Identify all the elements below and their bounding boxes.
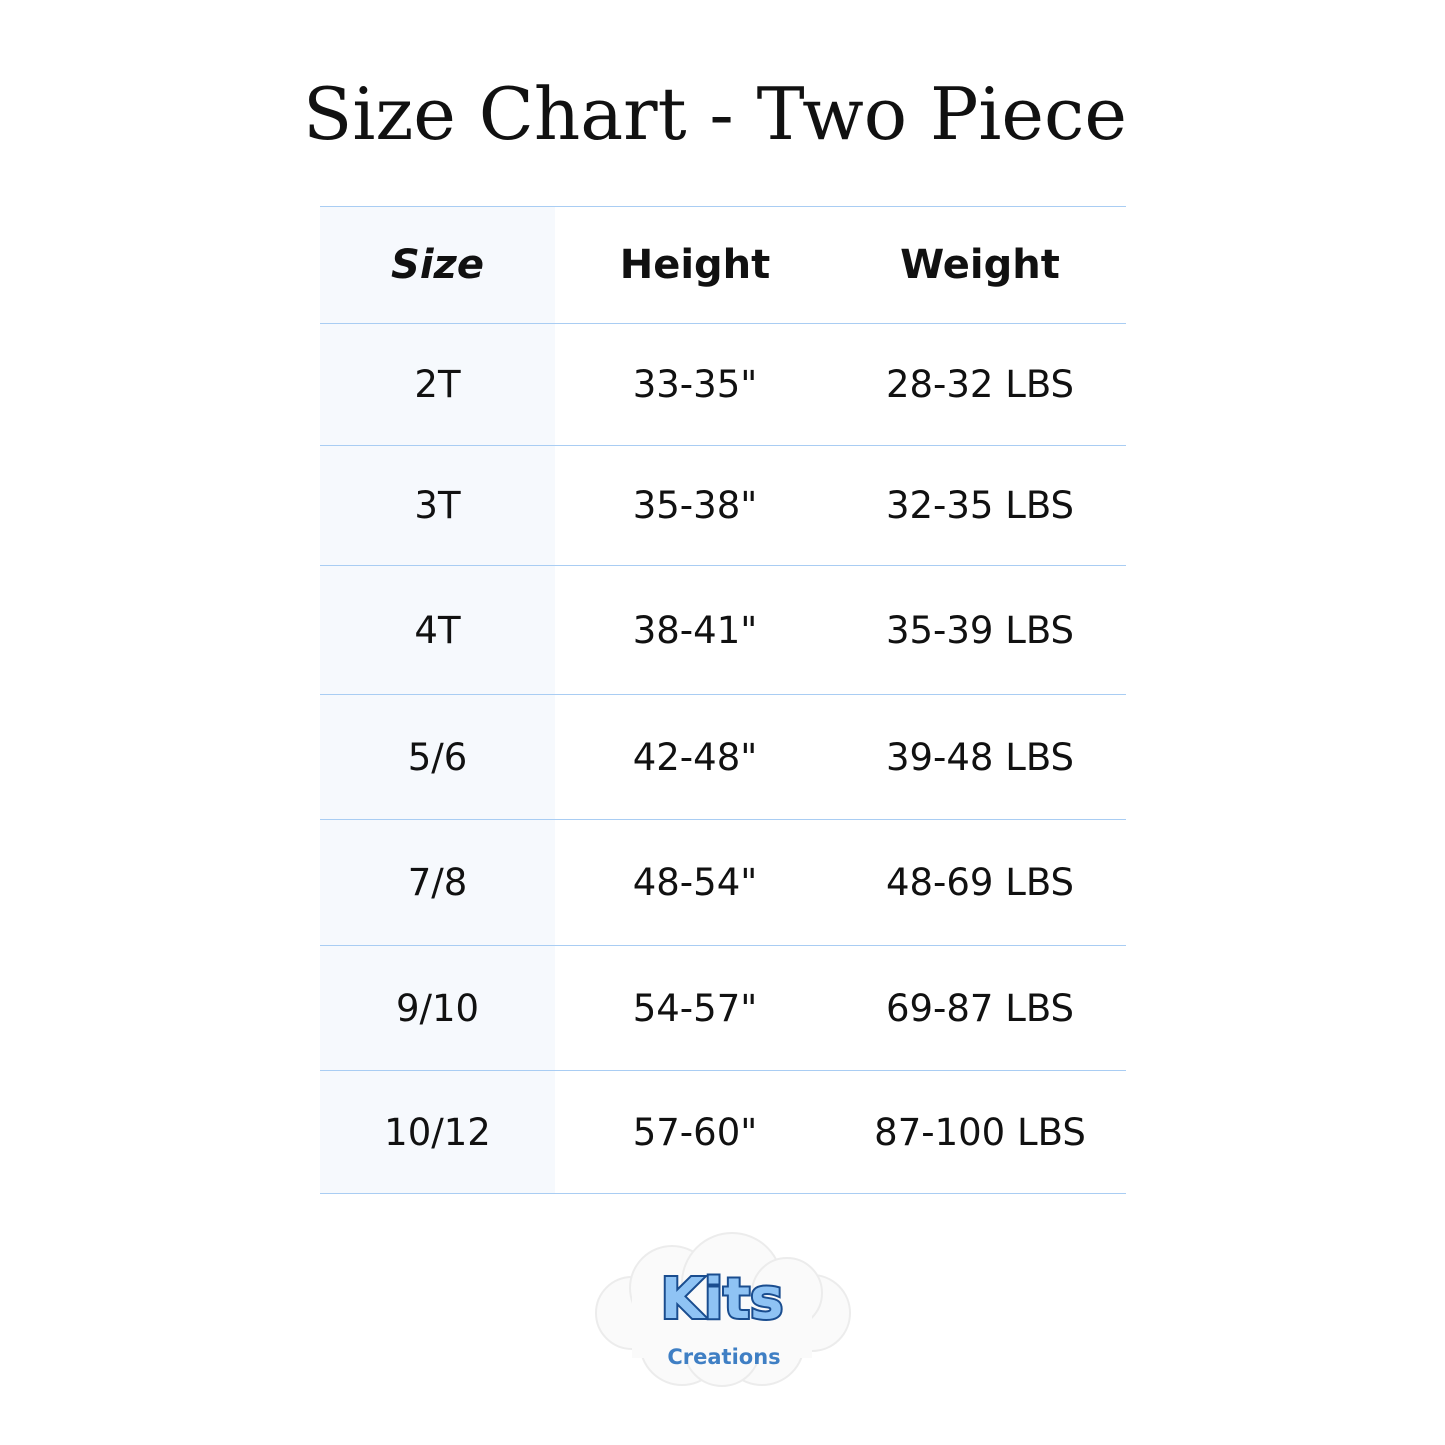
cell-height: 35-38": [632, 484, 758, 527]
table-row: 9/10 54-57" 69-87 LBS: [320, 945, 1126, 1070]
cell-size: 4T: [320, 566, 555, 694]
table-row: 5/6 42-48" 39-48 LBS: [320, 694, 1126, 819]
page-title: Size Chart - Two Piece: [303, 72, 1127, 156]
cell-weight: 69-87 LBS: [885, 986, 1075, 1030]
cell-size: 5/6: [320, 695, 555, 819]
cell-height: 54-57": [632, 986, 758, 1030]
table-row: 7/8 48-54" 48-69 LBS: [320, 819, 1126, 945]
header-height: Height: [619, 242, 771, 288]
table-row: 10/12 57-60" 87-100 LBS: [320, 1070, 1126, 1194]
cell-height: 33-35": [632, 363, 758, 406]
cell-weight: 28-32 LBS: [885, 363, 1075, 406]
cell-size: 3T: [320, 446, 555, 565]
logo-text-creations: Creations: [667, 1345, 780, 1369]
cell-size: 9/10: [320, 946, 555, 1070]
cell-weight: 39-48 LBS: [885, 735, 1075, 779]
cell-size: 10/12: [320, 1071, 555, 1193]
header-weight: Weight: [900, 242, 1060, 288]
cell-weight: 48-69 LBS: [885, 861, 1075, 904]
header-size-cell: Size: [320, 207, 555, 323]
cell-size: 2T: [320, 324, 555, 445]
cell-weight: 32-35 LBS: [885, 484, 1075, 527]
cell-weight: 35-39 LBS: [885, 608, 1075, 652]
size-table: Size Height Weight 2T 33-35" 28-32 LBS 3T 35…: [320, 206, 1126, 1194]
header-size: Size: [391, 242, 484, 288]
table-row: 2T 33-35" 28-32 LBS: [320, 323, 1126, 445]
cell-height: 48-54": [632, 861, 758, 904]
cell-size: 7/8: [320, 820, 555, 945]
table-row: 3T 35-38" 32-35 LBS: [320, 445, 1126, 565]
table-row: 4T 38-41" 35-39 LBS: [320, 565, 1126, 694]
table-header-row: Size Height Weight: [320, 206, 1126, 323]
kits-creations-logo: Kits Creations: [595, 1232, 851, 1387]
logo-text-kits: Kits: [661, 1267, 784, 1332]
cell-height: 42-48": [632, 735, 758, 779]
cell-height: 57-60": [632, 1110, 758, 1154]
cell-height: 38-41": [632, 608, 758, 652]
cell-weight: 87-100 LBS: [874, 1110, 1086, 1154]
table-body: 2T 33-35" 28-32 LBS 3T 35-38" 32-35 LBS 4T 38-4…: [320, 323, 1126, 1194]
